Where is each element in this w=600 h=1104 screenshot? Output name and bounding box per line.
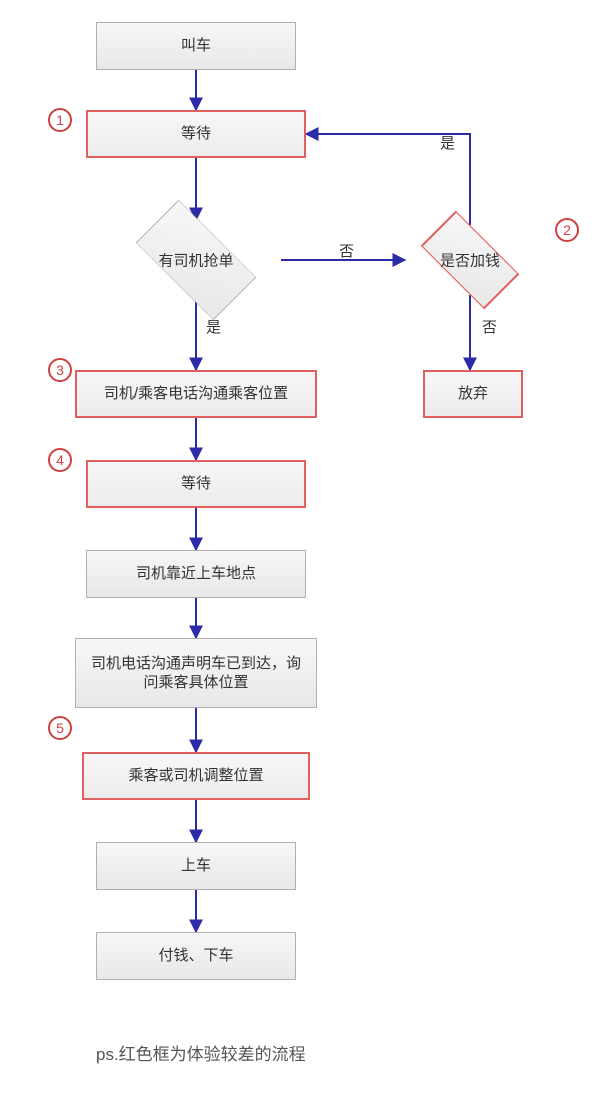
marker-2: 2 <box>555 218 579 242</box>
node-wait2: 等待 <box>86 460 306 508</box>
node-label: 乘客或司机调整位置 <box>128 766 263 786</box>
node-label: 付钱、下车 <box>158 946 233 966</box>
node-label: 是否加钱 <box>440 250 500 271</box>
marker-5: 5 <box>48 716 72 740</box>
node-label: 放弃 <box>458 384 488 404</box>
footnote: ps.红色框为体验较差的流程 <box>96 1040 306 1065</box>
node-label: 司机电话沟通声明车已到达，询问乘客具体位置 <box>84 654 308 693</box>
edge-label-no-2: 否 <box>482 316 497 337</box>
marker-1: 1 <box>48 108 72 132</box>
flowchart-canvas: 否 是 否 是 叫车 等待 司机/乘客电话沟通乘客位置 放弃 等待 司机靠近上车… <box>0 0 600 1104</box>
marker-number: 5 <box>56 720 64 736</box>
node-call2: 司机/乘客电话沟通乘客位置 <box>75 370 317 418</box>
marker-number: 1 <box>56 112 64 128</box>
node-label: 等待 <box>181 124 211 144</box>
marker-number: 4 <box>56 452 64 468</box>
marker-4: 4 <box>48 448 72 472</box>
marker-3: 3 <box>48 358 72 382</box>
node-board: 上车 <box>96 842 296 890</box>
node-pay: 付钱、下车 <box>96 932 296 980</box>
node-arrive: 司机电话沟通声明车已到达，询问乘客具体位置 <box>75 638 317 708</box>
node-adjust: 乘客或司机调整位置 <box>82 752 310 800</box>
node-label: 叫车 <box>181 36 211 56</box>
node-label: 上车 <box>181 856 211 876</box>
edge-label-no-1: 否 <box>339 240 354 261</box>
node-giveup: 放弃 <box>423 370 523 418</box>
marker-number: 3 <box>56 362 64 378</box>
edge-label-yes-1: 是 <box>440 132 455 153</box>
node-label: 司机靠近上车地点 <box>136 564 256 584</box>
node-label: 司机/乘客电话沟通乘客位置 <box>104 384 288 404</box>
node-label: 有司机抢单 <box>158 250 233 271</box>
node-label: 等待 <box>181 474 211 494</box>
node-wait1: 等待 <box>86 110 306 158</box>
marker-number: 2 <box>563 222 571 238</box>
node-near: 司机靠近上车地点 <box>86 550 306 598</box>
node-call: 叫车 <box>96 22 296 70</box>
